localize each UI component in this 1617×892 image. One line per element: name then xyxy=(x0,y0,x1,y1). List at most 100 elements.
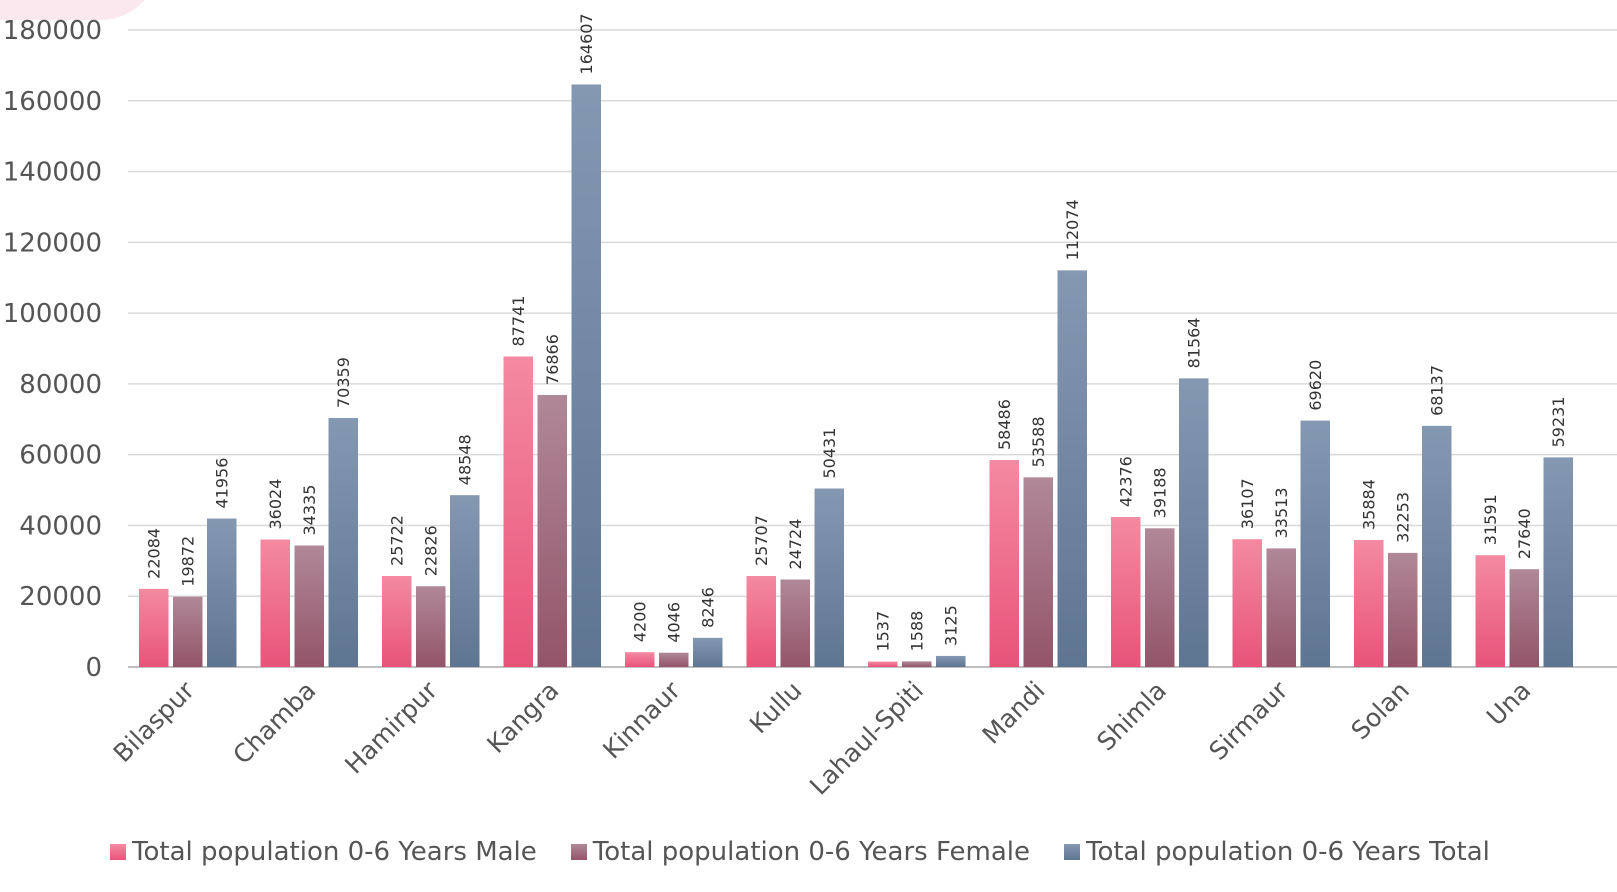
bar xyxy=(625,652,655,667)
data-label: 87741 xyxy=(509,296,528,347)
bar xyxy=(207,518,237,667)
bar xyxy=(328,418,358,667)
bar xyxy=(416,586,446,667)
x-tick-label: Kangra xyxy=(481,676,564,759)
legend: Total population 0-6 Years Male Total pop… xyxy=(110,832,1490,872)
legend-swatch xyxy=(1063,844,1080,860)
x-tick-label: Kinnaur xyxy=(597,675,686,764)
x-tick-label: Sirmaur xyxy=(1203,675,1294,766)
x-tick-label: Mandi xyxy=(977,676,1051,750)
bar xyxy=(1543,457,1573,667)
bar xyxy=(1111,517,1141,667)
y-tick-label: 60000 xyxy=(19,441,102,471)
data-label: 70359 xyxy=(334,357,353,408)
y-tick-label: 80000 xyxy=(19,370,102,400)
data-label: 34335 xyxy=(300,485,319,536)
y-tick-label: 0 xyxy=(85,653,102,683)
data-label: 81564 xyxy=(1185,317,1204,368)
bar xyxy=(1509,569,1539,667)
legend-label: Total population 0-6 Years Total xyxy=(1085,837,1490,867)
y-tick-label: 40000 xyxy=(19,511,102,541)
bar xyxy=(780,579,810,667)
y-tick-label: 140000 xyxy=(3,158,102,188)
bar xyxy=(450,495,480,667)
data-label: 50431 xyxy=(820,428,839,479)
x-tick-label: Una xyxy=(1481,676,1536,731)
bar xyxy=(1475,555,1505,667)
data-label: 22826 xyxy=(422,525,441,576)
bar xyxy=(139,588,169,667)
y-tick-label: 160000 xyxy=(3,87,102,117)
bar xyxy=(693,637,723,667)
legend-label: Total population 0-6 Years Male xyxy=(132,837,537,867)
data-label: 4046 xyxy=(665,602,684,643)
bar xyxy=(1354,540,1384,667)
x-tick-label: Kullu xyxy=(744,676,807,739)
bar xyxy=(1232,539,1262,667)
bar xyxy=(1145,528,1175,667)
bar xyxy=(659,652,689,667)
data-label: 3125 xyxy=(942,605,961,646)
data-label: 32253 xyxy=(1394,492,1413,543)
y-tick-label: 100000 xyxy=(3,299,102,329)
bar xyxy=(1023,477,1053,667)
x-tick-label: Bilaspur xyxy=(108,675,201,768)
data-label: 68137 xyxy=(1428,365,1447,416)
data-label: 164607 xyxy=(577,13,596,74)
data-label: 31591 xyxy=(1481,494,1500,545)
bar xyxy=(1179,378,1209,667)
legend-item: Total population 0-6 Years Total xyxy=(1063,837,1490,867)
data-label: 35884 xyxy=(1360,479,1379,530)
decorative-corner xyxy=(0,0,160,20)
bar xyxy=(1057,270,1087,667)
x-tick-label: Solan xyxy=(1345,676,1414,745)
legend-swatch xyxy=(570,844,587,860)
bar xyxy=(989,460,1019,667)
data-label: 19872 xyxy=(179,536,198,587)
data-label: 36107 xyxy=(1238,478,1257,529)
data-label: 36024 xyxy=(266,479,285,530)
data-label: 42376 xyxy=(1117,456,1136,507)
bar xyxy=(1266,548,1296,667)
x-tick-label: Chamba xyxy=(227,676,321,770)
y-axis-ticks: 0 20000 40000 60000 80000 100000 120000 140000 1… xyxy=(3,16,102,683)
bar xyxy=(537,394,567,667)
data-label: 112074 xyxy=(1063,199,1082,260)
data-label: 69620 xyxy=(1306,360,1325,411)
x-tick-label: Hamirpur xyxy=(339,675,443,779)
bar xyxy=(294,545,324,667)
data-label: 39188 xyxy=(1151,467,1170,518)
data-label: 41956 xyxy=(213,458,232,509)
data-label: 48548 xyxy=(456,434,475,485)
data-label: 22084 xyxy=(145,528,164,579)
data-label: 27640 xyxy=(1515,508,1534,559)
x-axis-ticks: Bilaspur Chamba Hamirpur Kangra Kinnaur Kullu… xyxy=(108,675,1537,800)
data-label: 1588 xyxy=(908,611,927,652)
bar xyxy=(382,575,412,667)
bar xyxy=(1388,552,1418,667)
bar xyxy=(1422,425,1452,667)
y-tick-label: 180000 xyxy=(3,16,102,46)
bar xyxy=(260,539,290,667)
data-label: 4200 xyxy=(631,601,650,642)
legend-label: Total population 0-6 Years Female xyxy=(592,837,1030,867)
bar xyxy=(571,84,601,667)
data-label: 25722 xyxy=(388,515,407,566)
x-tick-label: Lahaul-Spiti xyxy=(804,676,929,801)
data-label: 59231 xyxy=(1549,396,1568,447)
y-tick-label: 120000 xyxy=(3,228,102,258)
legend-item: Total population 0-6 Years Female xyxy=(570,837,1030,867)
bar xyxy=(746,576,776,667)
legend-item: Total population 0-6 Years Male xyxy=(110,837,537,867)
data-label: 8246 xyxy=(699,587,718,628)
bar xyxy=(936,655,966,667)
legend-swatch xyxy=(110,844,126,860)
bar xyxy=(503,356,533,667)
bar xyxy=(868,661,898,667)
data-label: 33513 xyxy=(1272,487,1291,538)
data-label: 58486 xyxy=(995,399,1014,450)
data-label: 24724 xyxy=(786,519,805,570)
bar xyxy=(902,661,932,667)
data-label: 53588 xyxy=(1029,416,1048,467)
